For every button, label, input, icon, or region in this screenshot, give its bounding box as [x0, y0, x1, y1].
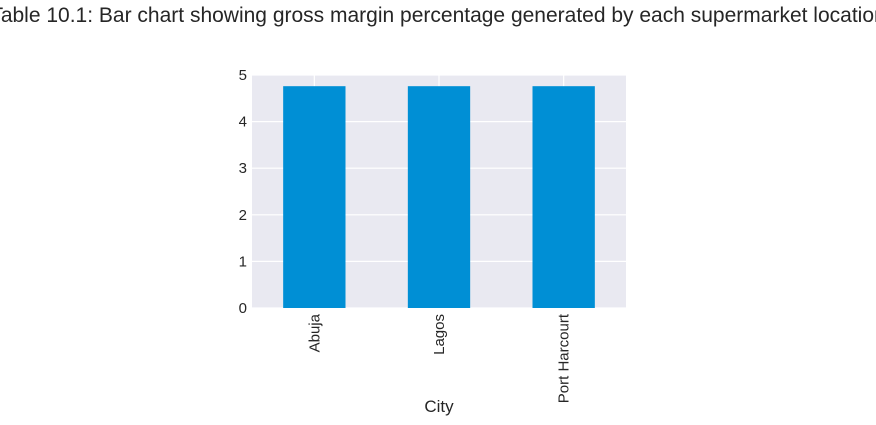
x-axis-ticks: Abuja Lagos Port Harcourt — [306, 313, 572, 403]
bar-lagos — [407, 86, 471, 309]
y-tick-label: 3 — [239, 160, 247, 177]
bar-port-harcourt — [532, 86, 595, 309]
x-tick-label: Abuja — [306, 313, 323, 352]
y-tick-label: 1 — [239, 253, 247, 270]
x-axis-title: City — [424, 397, 454, 416]
y-tick-label: 4 — [239, 114, 247, 131]
y-tick-label: 2 — [239, 207, 247, 224]
x-tick-label: Lagos — [431, 314, 448, 355]
y-tick-label: 5 — [239, 67, 247, 84]
y-axis-ticks: 0 1 2 3 4 5 — [239, 67, 247, 317]
bar-abuja — [283, 86, 346, 309]
chart-title: Table 10.1: Bar chart showing gross marg… — [0, 4, 876, 27]
bars — [283, 86, 595, 309]
y-tick-label: 0 — [239, 300, 247, 317]
x-tick-label: Port Harcourt — [556, 313, 573, 403]
